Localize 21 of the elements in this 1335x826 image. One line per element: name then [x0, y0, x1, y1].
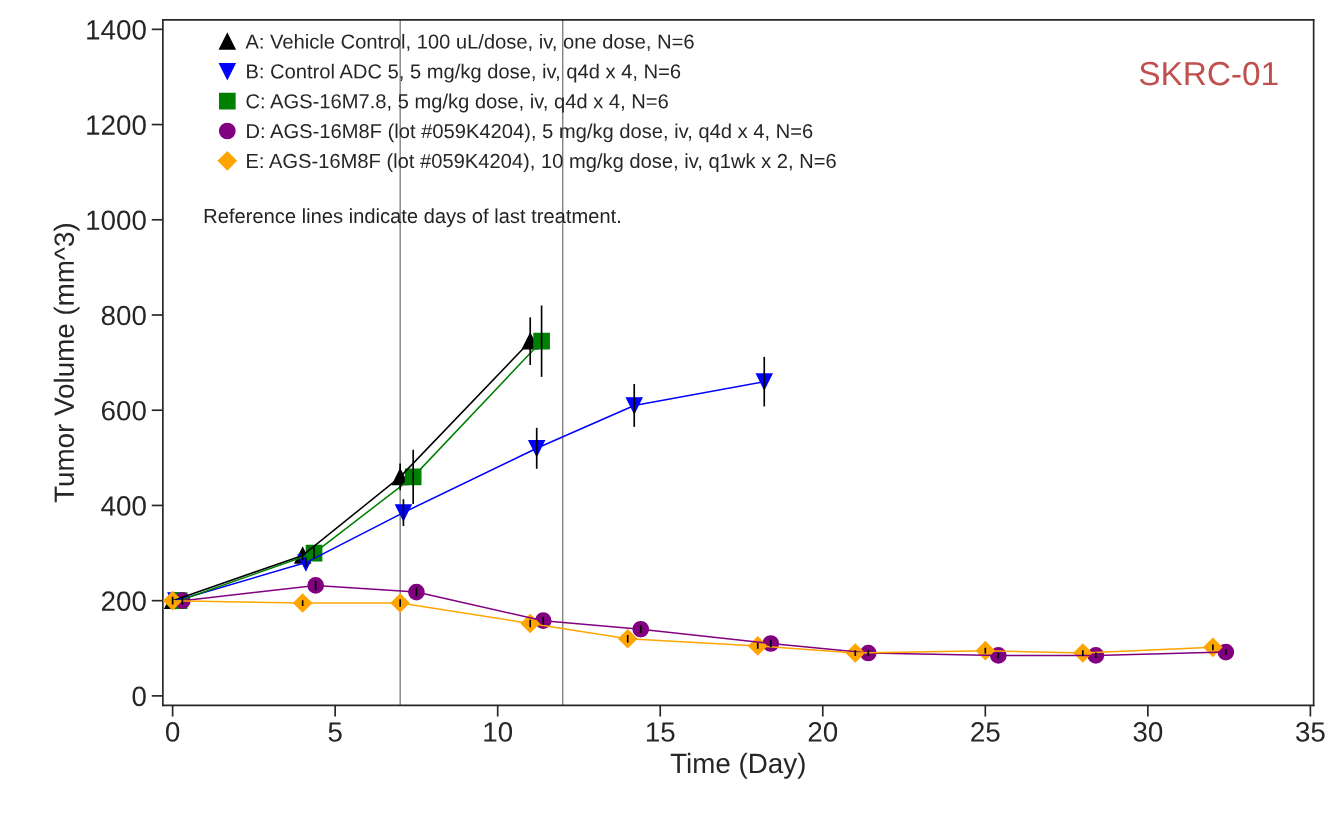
legend-label: B: Control ADC 5, 5 mg/kg dose, iv, q4d x 4, N=6: [247, 63, 681, 83]
legend-label: A: Vehicle Control, 100 uL/dose, iv, one dose, N=6: [245, 33, 694, 52]
y-tick-label: 1400: [87, 20, 146, 40]
y-tick-label: 200: [101, 591, 146, 611]
x-tick-label: 30: [1133, 722, 1163, 742]
y-tick-label: 400: [101, 496, 146, 516]
y-tick-label: 0: [132, 686, 146, 707]
x-tick-label: 15: [646, 722, 675, 742]
y-tick-label: 1200: [87, 115, 146, 135]
y-tick-label: 800: [101, 305, 146, 326]
x-tick-label: 0: [165, 722, 180, 742]
x-tick-label: 25: [971, 722, 1000, 742]
annotation: SKRC-01: [1139, 61, 1278, 86]
x-tick-label: 35: [1296, 722, 1325, 742]
x-tick-label: 20: [808, 722, 838, 742]
x-axis-title: Time (Day): [670, 752, 805, 779]
y-tick-label: 1000: [87, 210, 146, 231]
x-tick-label: 5: [328, 722, 342, 742]
x-tick-label: 10: [484, 722, 513, 742]
y-axis-title: Tumor Volume (mm^3): [53, 224, 80, 503]
y-tick-label: 600: [101, 400, 146, 421]
